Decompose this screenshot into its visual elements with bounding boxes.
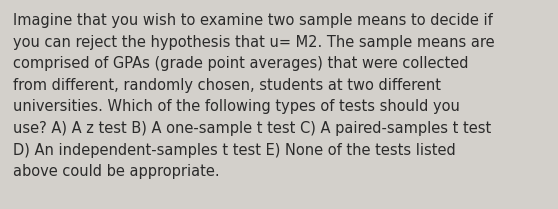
Text: Imagine that you wish to examine two sample means to decide if
you can reject th: Imagine that you wish to examine two sam… bbox=[13, 13, 494, 179]
